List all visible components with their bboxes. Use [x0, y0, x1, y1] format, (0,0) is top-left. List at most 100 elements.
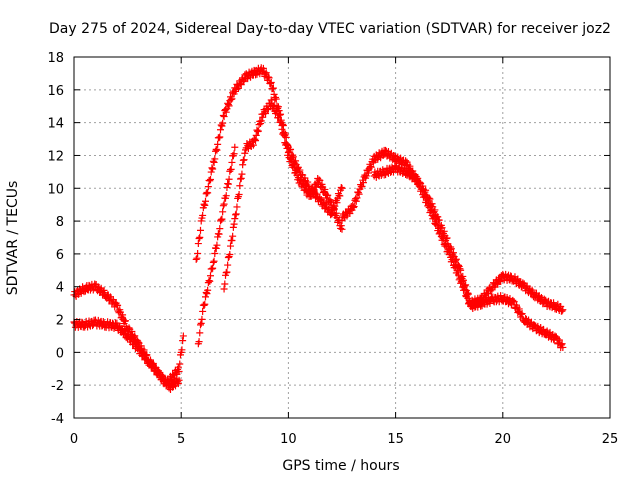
data-point-marker: [249, 141, 257, 149]
data-point-marker: [215, 230, 223, 238]
x-axis-title: GPS time / hours: [282, 458, 399, 474]
y-tick-label: 10: [47, 182, 64, 197]
data-point-marker: [217, 121, 225, 129]
data-point-marker: [121, 326, 129, 334]
data-point-marker: [282, 140, 290, 148]
data-point-marker: [327, 198, 335, 206]
data-point-marker: [220, 285, 228, 293]
data-point-marker: [425, 194, 433, 202]
data-point-marker: [230, 220, 238, 228]
data-point-marker: [222, 108, 230, 116]
data-point-marker: [179, 337, 187, 345]
series-trace-e: [220, 96, 346, 293]
data-point-marker: [194, 240, 202, 248]
data-point-marker: [225, 102, 233, 110]
data-point-marker: [219, 208, 227, 216]
data-point-marker: [358, 182, 366, 190]
data-point-marker: [232, 211, 240, 219]
data-point-marker: [540, 325, 548, 333]
data-point-marker: [223, 183, 231, 191]
data-point-marker: [390, 152, 398, 160]
data-point-marker: [277, 118, 285, 126]
data-point-marker: [367, 163, 375, 171]
data-point-marker: [321, 185, 329, 193]
data-point-marker: [316, 176, 324, 184]
data-point-marker: [199, 211, 207, 219]
data-point-marker: [457, 266, 465, 274]
data-point-marker: [202, 190, 210, 198]
data-point-marker: [270, 90, 278, 98]
data-point-marker: [100, 286, 108, 294]
data-point-marker: [426, 195, 434, 203]
data-point-marker: [220, 113, 228, 121]
data-point-marker: [211, 155, 219, 163]
data-point-marker: [241, 149, 249, 157]
data-point-marker: [435, 216, 443, 224]
data-point-marker: [229, 223, 237, 231]
x-tick-label: 10: [280, 432, 297, 447]
data-point-marker: [217, 126, 225, 134]
data-point-marker: [336, 192, 344, 200]
data-point-marker: [338, 184, 346, 192]
data-point-marker: [142, 352, 150, 360]
data-point-marker: [175, 368, 183, 376]
data-point-marker: [219, 202, 227, 210]
data-point-marker: [195, 338, 203, 346]
data-point-marker: [119, 311, 127, 319]
data-point-marker: [264, 73, 272, 81]
data-point-marker: [497, 277, 505, 285]
data-point-marker: [262, 69, 270, 77]
series-trace-g: [370, 162, 567, 315]
data-point-marker: [278, 125, 286, 133]
data-point-marker: [284, 149, 292, 157]
data-point-marker: [509, 296, 517, 304]
data-point-marker: [462, 281, 470, 289]
data-point-marker: [125, 331, 133, 339]
data-point-marker: [226, 251, 234, 259]
data-point-marker: [215, 134, 223, 142]
data-point-marker: [324, 191, 332, 199]
data-point-marker: [239, 161, 247, 169]
data-point-marker: [270, 102, 278, 110]
data-point-marker: [313, 190, 321, 198]
data-point-marker: [332, 209, 340, 217]
data-point-marker: [330, 206, 338, 214]
data-point-marker: [434, 213, 442, 221]
data-point-marker: [200, 301, 208, 309]
data-point-marker: [222, 192, 230, 200]
data-point-marker: [486, 299, 494, 307]
data-point-marker: [272, 93, 280, 101]
data-point-marker: [227, 242, 235, 250]
data-point-marker: [267, 96, 275, 104]
data-point-marker: [192, 255, 200, 263]
data-point-marker: [199, 307, 207, 315]
data-point-marker: [134, 342, 142, 350]
data-point-marker: [283, 144, 291, 152]
data-point-marker: [269, 102, 277, 110]
y-tick-label: -4: [51, 412, 64, 427]
data-point-marker: [217, 217, 225, 225]
data-point-marker: [216, 133, 224, 141]
data-point-marker: [114, 301, 122, 309]
data-point-marker: [197, 319, 205, 327]
data-point-marker: [206, 177, 214, 185]
data-point-marker: [447, 243, 455, 251]
data-point-marker: [200, 200, 208, 208]
data-point-marker: [151, 363, 159, 371]
data-point-marker: [454, 261, 462, 269]
data-point-marker: [464, 290, 472, 298]
data-point-marker: [452, 255, 460, 263]
data-point-marker: [277, 110, 285, 118]
x-tick-label: 5: [177, 432, 185, 447]
data-point-marker: [299, 179, 307, 187]
plot-frame: [73, 56, 611, 419]
data-point-marker: [212, 244, 220, 252]
data-point-marker: [213, 146, 221, 154]
data-point-marker: [307, 192, 315, 200]
data-point-marker: [367, 163, 375, 171]
data-point-marker: [419, 182, 427, 190]
data-point-marker: [201, 197, 209, 205]
y-tick-label: 2: [56, 314, 64, 329]
data-point-marker: [449, 249, 457, 257]
data-point-marker: [443, 234, 451, 242]
